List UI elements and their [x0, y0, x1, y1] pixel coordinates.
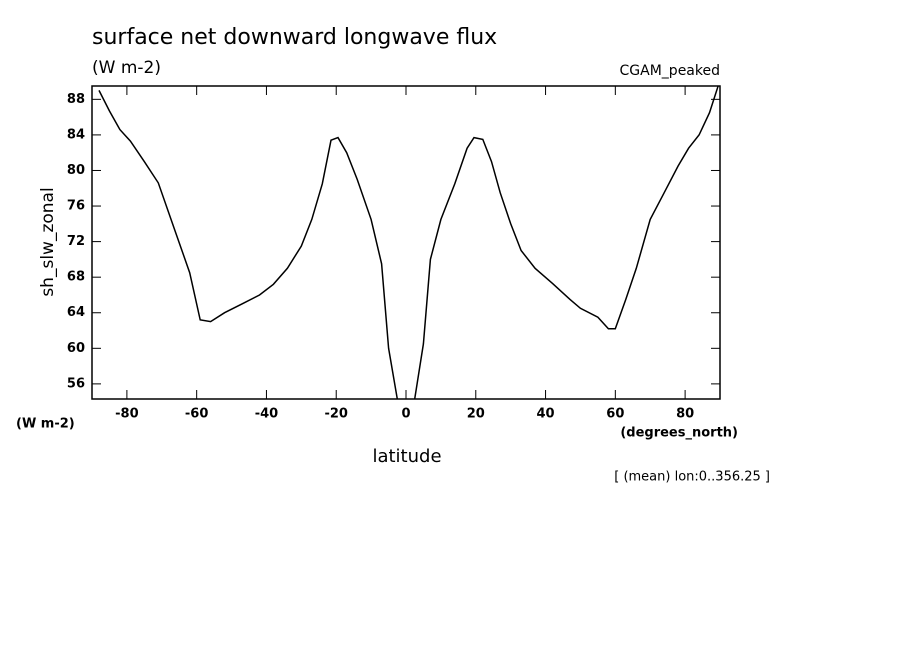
x-tick-label: -80 — [115, 407, 139, 422]
y-tick-label: 72 — [67, 234, 85, 249]
x-tick-label: 40 — [537, 407, 555, 422]
y-units: (W m-2) — [16, 417, 75, 432]
plot-frame — [91, 85, 721, 400]
y-tick-label: 80 — [67, 163, 85, 178]
x-tick-label: -60 — [185, 407, 209, 422]
subtitle: (W m-2) — [92, 58, 161, 78]
y-tick-label: 88 — [67, 92, 85, 107]
x-units: (degrees_north) — [620, 426, 738, 441]
x-tick-label: 80 — [676, 407, 694, 422]
dataset-label: CGAM_peaked — [620, 63, 720, 79]
y-tick-label: 60 — [67, 341, 85, 356]
note: [ (mean) lon:0..356.25 ] — [614, 470, 770, 485]
x-tick-label: -40 — [255, 407, 279, 422]
y-tick-label: 84 — [67, 127, 85, 142]
x-axis-label: latitude — [372, 446, 441, 467]
x-tick-label: 0 — [401, 407, 410, 422]
y-tick-label: 64 — [67, 305, 85, 320]
x-tick-label: -20 — [324, 407, 348, 422]
x-tick-label: 60 — [606, 407, 624, 422]
data-line — [98, 86, 719, 399]
y-tick-label: 68 — [67, 270, 85, 285]
y-tick-label: 56 — [67, 376, 85, 391]
chart-title: surface net downward longwave flux — [92, 25, 497, 50]
y-tick-label: 76 — [67, 199, 85, 214]
y-axis-label: sh_slw_zonal — [38, 187, 58, 296]
x-tick-label: 20 — [467, 407, 485, 422]
